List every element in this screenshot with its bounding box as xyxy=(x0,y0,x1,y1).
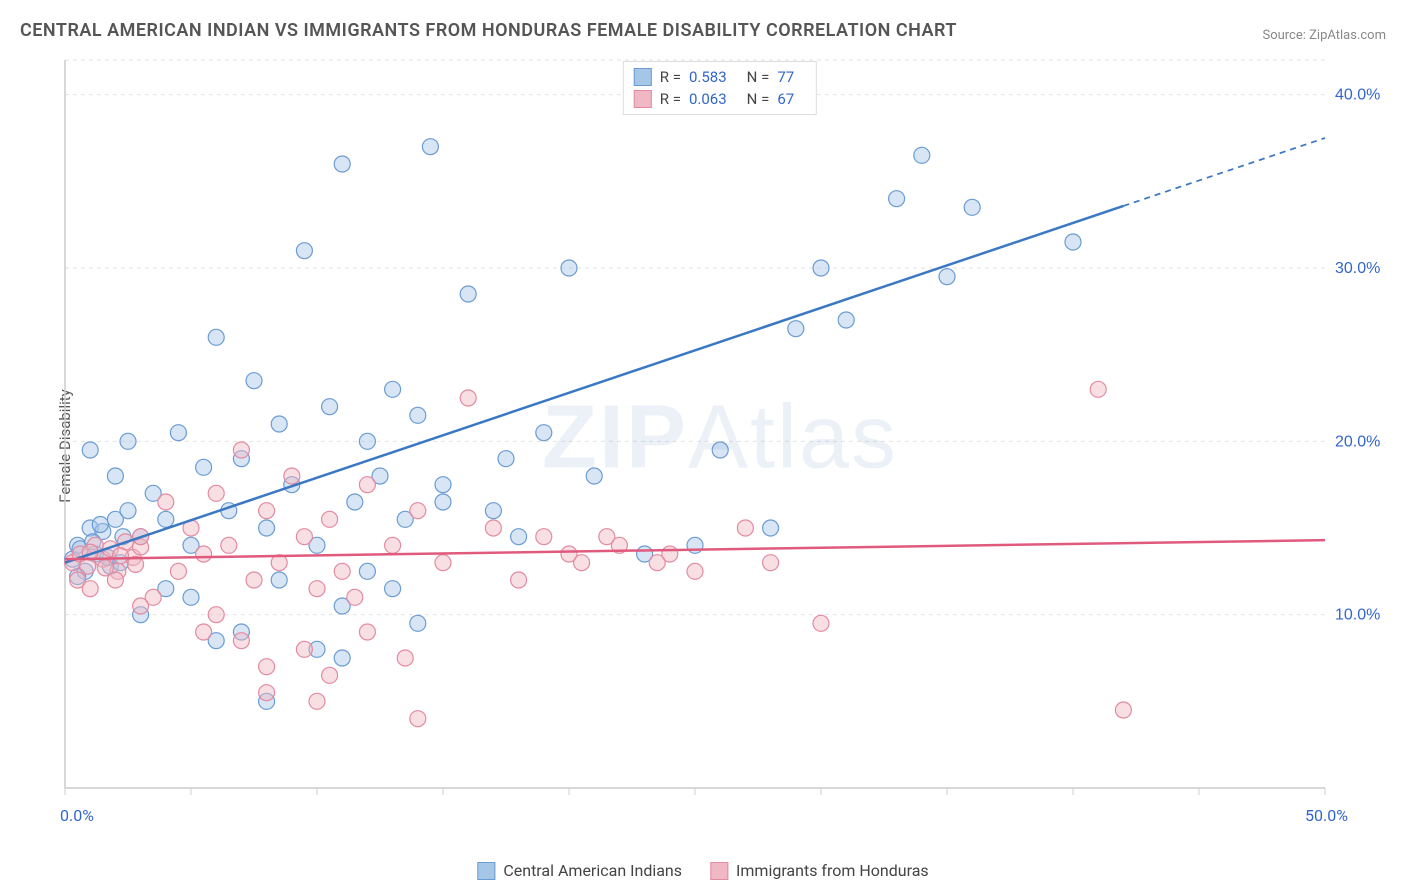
svg-text:30.0%: 30.0% xyxy=(1335,260,1380,277)
source-label: Source: ZipAtlas.com xyxy=(1262,28,1386,43)
series-legend: Central American Indians Immigrants from … xyxy=(477,861,928,880)
legend-item: Immigrants from Honduras xyxy=(710,861,929,880)
legend-n-label: N = xyxy=(747,90,770,108)
legend-n-value: 67 xyxy=(777,90,794,108)
legend-swatch xyxy=(477,862,495,880)
legend-row: R = 0.583 N = 77 xyxy=(634,66,806,88)
chart-title: CENTRAL AMERICAN INDIAN VS IMMIGRANTS FR… xyxy=(20,20,957,41)
legend-label: Central American Indians xyxy=(503,861,682,880)
legend-r-label: R = xyxy=(660,68,681,86)
x-tick-0: 0.0% xyxy=(60,806,94,825)
legend-r-label: R = xyxy=(660,90,681,108)
legend-r-value: 0.063 xyxy=(689,90,727,108)
plot-area: 10.0%20.0%30.0%40.0% ZIPAtlas R =0.583N … xyxy=(55,58,1385,818)
x-tick-50: 50.0% xyxy=(1305,806,1348,825)
legend-swatch xyxy=(710,862,728,880)
legend-item: Central American Indians xyxy=(477,861,682,880)
legend-swatch xyxy=(634,68,652,86)
svg-text:20.0%: 20.0% xyxy=(1335,433,1380,450)
legend-swatch xyxy=(634,90,652,108)
legend-r-value: 0.583 xyxy=(689,68,727,86)
scatter-chart: 10.0% 20.0% 30.0% 40.0% xyxy=(55,58,1385,818)
svg-text:10.0%: 10.0% xyxy=(1335,607,1380,624)
legend-label: Immigrants from Honduras xyxy=(736,861,929,880)
legend-n-label: N = xyxy=(747,68,770,86)
legend-n-value: 77 xyxy=(777,68,794,86)
svg-text:40.0%: 40.0% xyxy=(1335,87,1380,104)
legend-row: R = 0.063 N = 67 xyxy=(634,88,806,110)
correlation-legend: R = 0.583 N = 77 R = 0.063 N = 67 xyxy=(623,61,817,115)
